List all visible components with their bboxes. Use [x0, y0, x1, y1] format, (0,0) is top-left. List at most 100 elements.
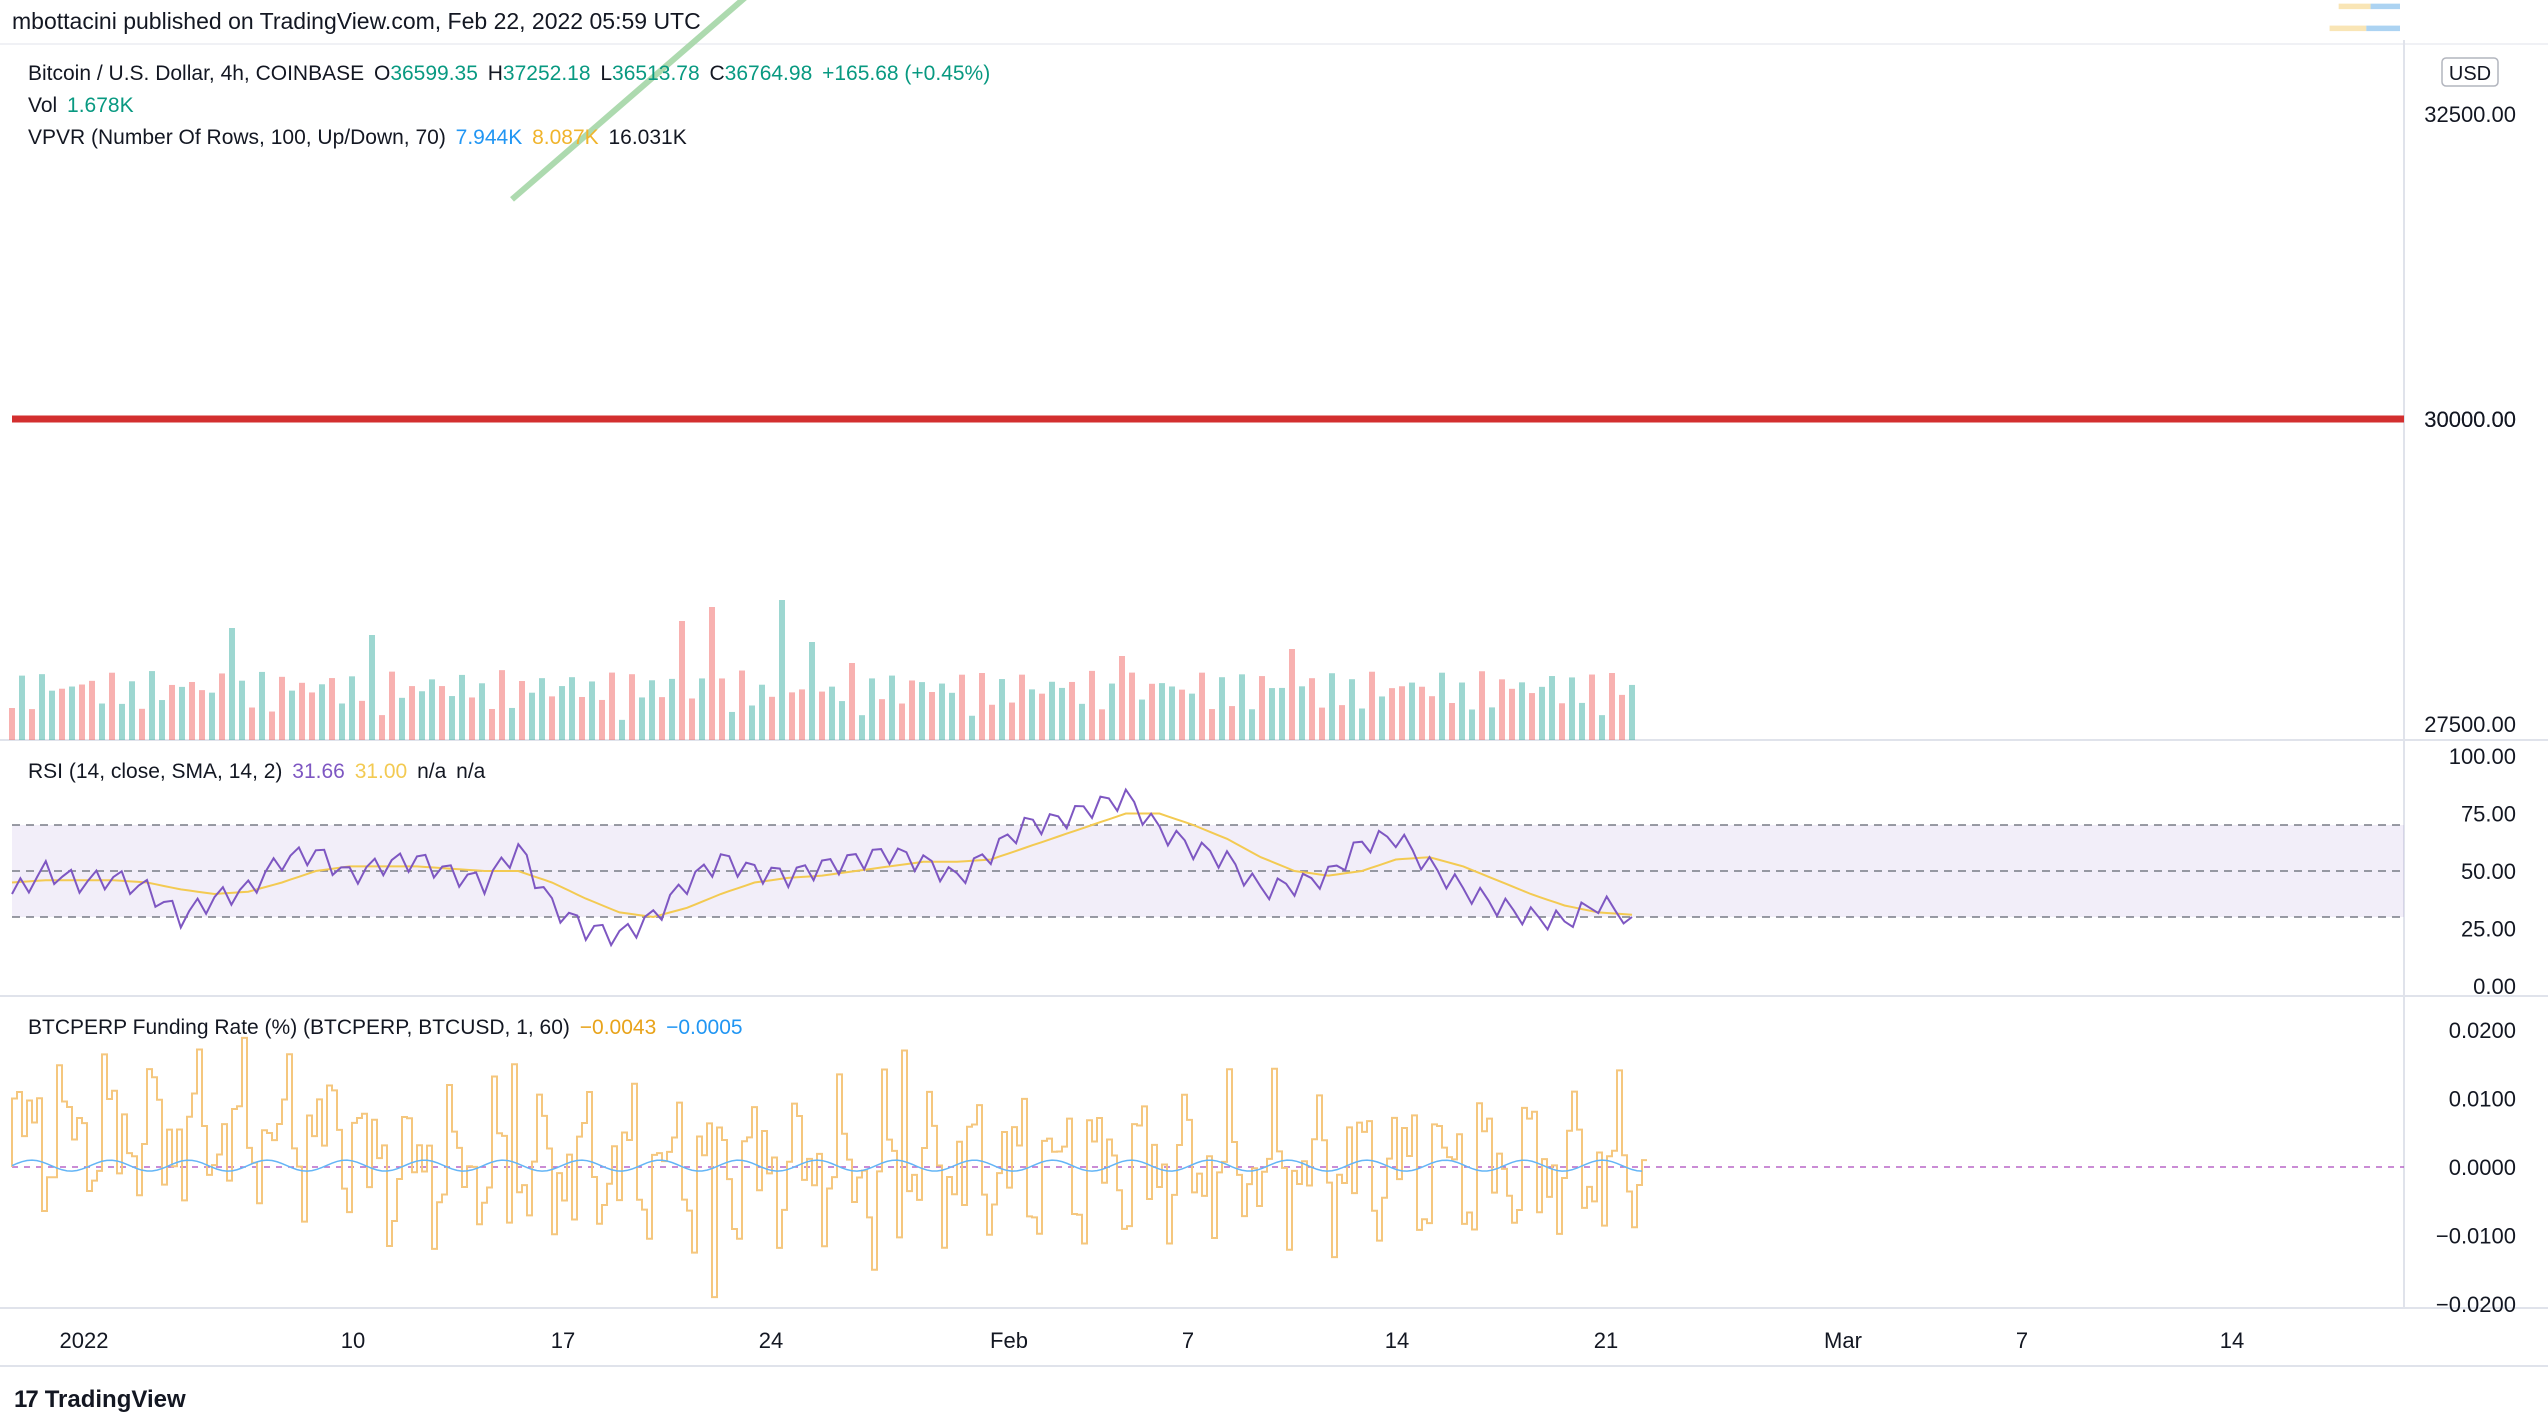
rsi-legend[interactable]: RSI (14, close, SMA, 14, 2) 31.66 31.00 …: [28, 760, 489, 784]
publisher-line: mbottacini published on TradingView.com,…: [12, 8, 701, 34]
volume-profile-row-up: [2370, 3, 2400, 10]
volume-bar: [1559, 703, 1565, 740]
volume-bar: [1489, 707, 1495, 740]
volume-bar: [859, 715, 865, 740]
volume-bar: [1519, 682, 1525, 740]
volume-bar: [329, 678, 335, 740]
volume-bar: [869, 678, 875, 740]
volume-bar: [839, 701, 845, 740]
funding-rate-line[interactable]: [11, 1036, 1647, 1299]
time-axis[interactable]: 2022 10 17 24 Feb 7 14 21 Mar 7 14: [60, 1328, 2245, 1353]
price-axes[interactable]: 27500.00 30000.00 32500.00 USD: [2424, 57, 2516, 737]
volume-bar: [1429, 696, 1435, 740]
volume-bar: [939, 683, 945, 740]
currency-badge[interactable]: [2441, 57, 2499, 87]
volume-bar: [1629, 684, 1635, 740]
volume-bar: [809, 642, 815, 740]
volume-bar: [1299, 686, 1305, 740]
volume-bar: [609, 672, 615, 740]
volume-bar: [1309, 678, 1315, 740]
volume-bar: [1079, 703, 1085, 740]
volume-bar: [1159, 683, 1165, 740]
volume-bar: [29, 709, 35, 740]
volume-bar: [119, 703, 125, 740]
volume-bar: [1389, 688, 1395, 740]
volume-bar: [589, 681, 595, 740]
volume-bar: [289, 690, 295, 740]
volume-bar: [1529, 693, 1535, 740]
volume-legend[interactable]: Vol 1.678K: [28, 94, 138, 118]
volume-bar: [1339, 705, 1345, 740]
vpvr-total-value: 16.031K: [608, 126, 687, 149]
volume-bar: [1189, 693, 1195, 740]
symbol-title[interactable]: Bitcoin / U.S. Dollar, 4h, COINBASE: [28, 62, 365, 85]
close-label: C: [709, 62, 725, 85]
volume-bar: [779, 600, 785, 740]
volume-bar: [1579, 702, 1585, 740]
volume-bar: [829, 686, 835, 740]
volume-bar: [1249, 709, 1255, 740]
funding-pane[interactable]: 0.0200 0.0100 0.0000 −0.0100 −0.0200: [11, 1018, 2516, 1317]
trendline-segment[interactable]: [510, 0, 2442, 202]
funding-average-line[interactable]: [11, 1159, 1643, 1172]
low-label: L: [600, 62, 613, 85]
volume-bar: [179, 686, 185, 740]
volume-bar: [1259, 676, 1265, 740]
main-legend[interactable]: Bitcoin / U.S. Dollar, 4h, COINBASE O365…: [28, 62, 994, 86]
volume-bar: [169, 684, 175, 740]
volume-bar: [889, 675, 895, 740]
volume-bar: [879, 699, 885, 740]
trendline: [510, 0, 2442, 202]
rsi-tick-label: 75.00: [2461, 802, 2516, 827]
funding-value-1: −0.0043: [579, 1016, 657, 1039]
price-levels: 46997.0144914.0344252.7842856.8041583.28…: [12, 407, 2516, 432]
time-tick-label: 17: [551, 1328, 575, 1353]
volume-bar: [1479, 671, 1485, 740]
volume-bar: [1169, 686, 1175, 740]
volume-bar: [449, 696, 455, 740]
volume-bar: [279, 676, 285, 740]
time-tick-label: 10: [341, 1328, 365, 1353]
volume-bar: [499, 670, 505, 740]
volume-bar: [719, 678, 725, 740]
volume-bar: [419, 691, 425, 740]
volume-bar: [19, 675, 25, 740]
price-tick-label: 30000.00: [2424, 407, 2516, 432]
rsi-tick-label: 25.00: [2461, 917, 2516, 942]
volume-bar: [399, 697, 405, 740]
open-value: 36599.35: [390, 62, 478, 85]
volume-bar: [1329, 673, 1335, 740]
volume-bar: [9, 708, 15, 740]
volume-bar: [679, 621, 685, 740]
volume-bar: [349, 676, 355, 740]
tradingview-brand: TradingView: [44, 1386, 186, 1413]
volume-bar: [689, 698, 695, 740]
vpvr-label: VPVR (Number Of Rows, 100, Up/Down, 70): [28, 126, 446, 149]
volume-bar: [1129, 672, 1135, 740]
time-tick-label: 21: [1594, 1328, 1618, 1353]
time-tick-label: 14: [1385, 1328, 1409, 1353]
volume-bar: [1539, 686, 1545, 740]
volume-bar: [1059, 687, 1065, 740]
volume-bar: [209, 692, 215, 740]
volume-bar: [1619, 694, 1625, 740]
volume-profile-row-up: [2366, 25, 2400, 32]
funding-legend[interactable]: BTCPERP Funding Rate (%) (BTCPERP, BTCUS…: [28, 1016, 747, 1040]
volume-bar: [899, 703, 905, 740]
volume-bar: [1599, 715, 1605, 740]
volume-bar: [269, 711, 275, 740]
vpvr-legend[interactable]: VPVR (Number Of Rows, 100, Up/Down, 70) …: [28, 126, 691, 150]
tradingview-logo[interactable]: 17 TradingView: [14, 1386, 186, 1414]
vpvr-up-value: 7.944K: [455, 126, 523, 149]
volume-bar: [1439, 672, 1445, 740]
volume-bar: [1509, 688, 1515, 740]
change-value: +165.68 (+0.45%): [822, 62, 991, 85]
rsi-pane[interactable]: 100.00 75.00 50.00 25.00 0.00: [11, 744, 2516, 999]
volume-bar: [219, 673, 225, 740]
volume-bar: [49, 690, 55, 740]
volume-bar: [1179, 689, 1185, 740]
volume-bar: [539, 678, 545, 740]
rsi-line[interactable]: [11, 787, 1633, 948]
rsi-sma-line[interactable]: [11, 812, 1633, 919]
volume-bar: [239, 680, 245, 740]
